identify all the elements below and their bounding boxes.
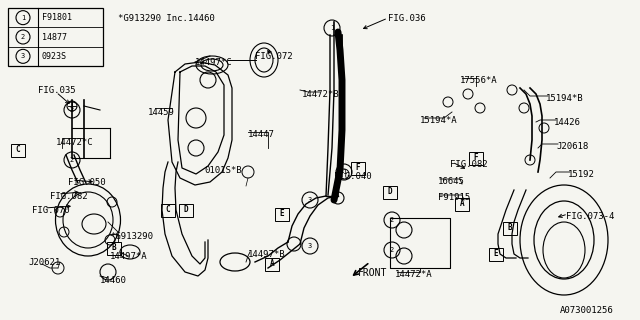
Text: 2: 2: [70, 107, 74, 113]
Text: A: A: [460, 199, 464, 209]
Text: C: C: [16, 146, 20, 155]
Text: *G913290: *G913290: [110, 232, 153, 241]
Text: F91915: F91915: [438, 193, 470, 202]
Text: 15194*A: 15194*A: [420, 116, 458, 125]
Text: FIG.070: FIG.070: [32, 206, 70, 215]
Text: FIG.073-4: FIG.073-4: [566, 212, 614, 221]
Bar: [8, 8, 103, 66]
Text: 0923S: 0923S: [42, 52, 67, 61]
Text: A073001256: A073001256: [560, 306, 614, 315]
Text: 14472*B: 14472*B: [302, 90, 340, 99]
Text: F: F: [356, 164, 360, 172]
Text: 2: 2: [21, 34, 25, 40]
Text: 15192: 15192: [568, 170, 595, 179]
Text: 14460: 14460: [100, 276, 127, 285]
Text: FIG.050: FIG.050: [68, 178, 106, 187]
Text: 15194*B: 15194*B: [546, 94, 584, 103]
Text: J20621: J20621: [28, 258, 60, 267]
Text: F: F: [474, 154, 478, 163]
Text: 17556*A: 17556*A: [460, 76, 498, 85]
Text: *G913290 Inc.14460: *G913290 Inc.14460: [118, 14, 215, 23]
Text: 2: 2: [390, 217, 394, 223]
Text: 14472*A: 14472*A: [395, 270, 433, 279]
Text: B: B: [112, 244, 116, 252]
Text: 14877: 14877: [42, 33, 67, 42]
Text: 14459: 14459: [148, 108, 175, 117]
Text: 14426: 14426: [554, 118, 581, 127]
Text: 16645: 16645: [438, 177, 465, 186]
Text: E: E: [280, 210, 284, 219]
Text: FIG.082: FIG.082: [450, 160, 488, 169]
Text: 14497*A: 14497*A: [110, 252, 148, 261]
Text: D: D: [184, 205, 188, 214]
Text: F91801: F91801: [42, 13, 72, 22]
Text: 1: 1: [21, 15, 25, 21]
Text: FRONT: FRONT: [358, 268, 387, 278]
Text: 0101S*B: 0101S*B: [204, 166, 242, 175]
Text: 1: 1: [330, 25, 334, 31]
Text: 3: 3: [308, 243, 312, 249]
Text: 14447: 14447: [248, 130, 275, 139]
Text: 14497*B: 14497*B: [248, 250, 285, 259]
Text: 14472*C: 14472*C: [56, 138, 93, 147]
Text: 14497*C: 14497*C: [195, 58, 232, 67]
Text: FIG.072: FIG.072: [255, 52, 292, 61]
Text: D: D: [388, 188, 392, 196]
Text: 1: 1: [342, 169, 346, 175]
Text: A: A: [269, 260, 275, 268]
Text: 3: 3: [308, 197, 312, 203]
Text: FIG.035: FIG.035: [38, 86, 76, 95]
Text: E: E: [493, 250, 499, 259]
Text: 3: 3: [21, 53, 25, 59]
Text: B: B: [508, 223, 512, 233]
Text: FIG.040: FIG.040: [334, 172, 372, 181]
Text: 2: 2: [390, 247, 394, 253]
Text: FIG.036: FIG.036: [388, 14, 426, 23]
Text: FIG.082: FIG.082: [50, 192, 88, 201]
Text: 2: 2: [70, 157, 74, 163]
Text: C: C: [166, 205, 170, 214]
Text: J20618: J20618: [556, 142, 588, 151]
